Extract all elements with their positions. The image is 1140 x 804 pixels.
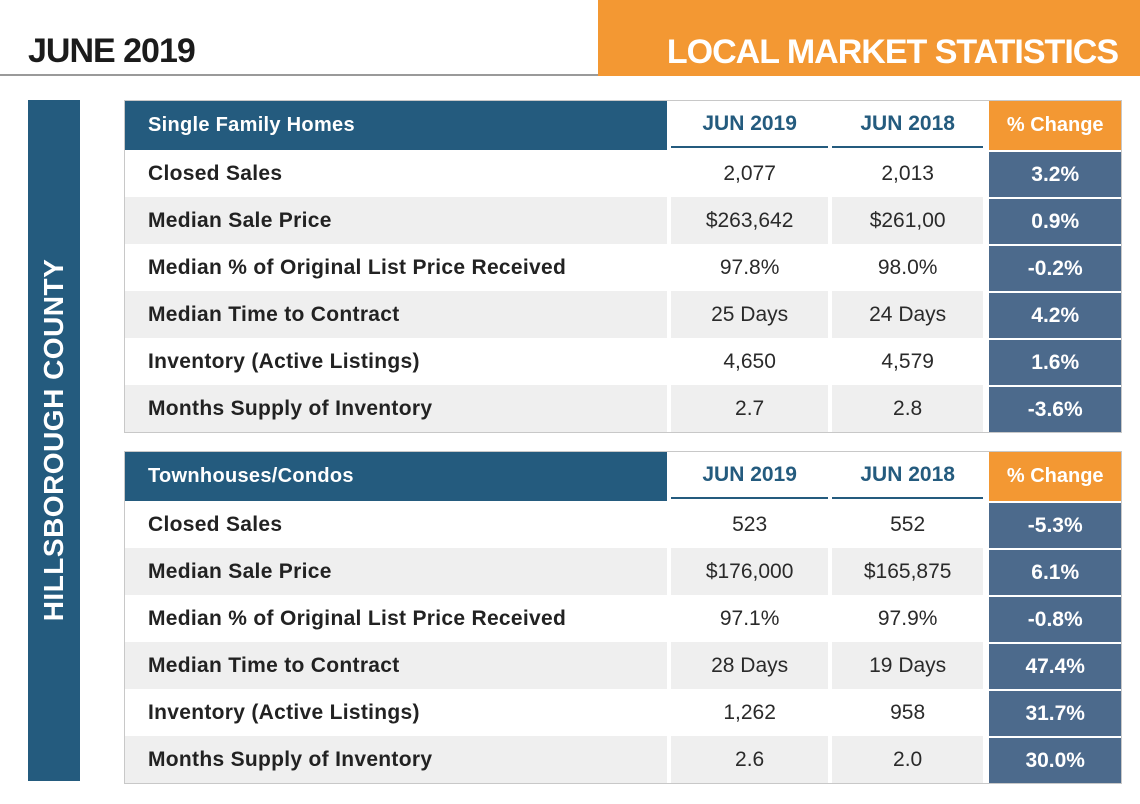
row-label: Closed Sales bbox=[148, 512, 283, 536]
table-row: Median % of Original List Price Received… bbox=[125, 595, 1122, 642]
change-value: 3.2% bbox=[989, 150, 1122, 197]
row-label: Median Time to Contract bbox=[125, 291, 668, 338]
current-value: 97.8% bbox=[719, 255, 780, 279]
table-row: Months Supply of Inventory 2.7 2.8 -3.6% bbox=[125, 385, 1122, 432]
single-family-table: Single Family Homes JUN 2019 JUN 2018 % … bbox=[124, 100, 1122, 433]
table-row: Median Sale Price $176,000 $165,875 6.1% bbox=[125, 548, 1122, 595]
prior-value: 958 bbox=[890, 700, 926, 724]
change-value: -0.2% bbox=[989, 244, 1122, 291]
table-row: Median % of Original List Price Received… bbox=[125, 244, 1122, 291]
row-label: Months Supply of Inventory bbox=[125, 385, 668, 432]
prior-value: 19 Days bbox=[831, 642, 984, 689]
prior-value: 24 Days bbox=[831, 291, 984, 338]
current-value: 1,262 bbox=[723, 700, 776, 724]
change-value: 47.4% bbox=[989, 642, 1122, 689]
page-title: JUNE 2019 bbox=[28, 32, 196, 70]
table-row: Closed Sales 523 552 -5.3% bbox=[125, 501, 1122, 548]
row-label: Median Sale Price bbox=[125, 197, 668, 244]
change-value: -5.3% bbox=[989, 501, 1122, 548]
row-label: Inventory (Active Listings) bbox=[148, 700, 420, 724]
prior-value: 2.0 bbox=[831, 736, 984, 783]
current-value: 25 Days bbox=[671, 291, 828, 338]
change-value: 30.0% bbox=[989, 736, 1122, 783]
table-row: Months Supply of Inventory 2.6 2.0 30.0% bbox=[125, 736, 1122, 783]
title-banner: LOCAL MARKET STATISTICS bbox=[598, 0, 1140, 76]
table-header-row: Single Family Homes JUN 2019 JUN 2018 % … bbox=[125, 101, 1122, 150]
county-label: HILLSBOROUGH COUNTY bbox=[38, 258, 69, 622]
table-title: Single Family Homes bbox=[125, 101, 668, 150]
row-label: Median Time to Contract bbox=[125, 642, 668, 689]
townhouse-condo-table: Townhouses/Condos JUN 2019 JUN 2018 % Ch… bbox=[124, 451, 1122, 784]
current-value: 28 Days bbox=[671, 642, 828, 689]
change-value: 6.1% bbox=[989, 548, 1122, 595]
column-header-current: JUN 2019 bbox=[671, 101, 828, 148]
table-row: Inventory (Active Listings) 4,650 4,579 … bbox=[125, 338, 1122, 385]
current-value: 97.1% bbox=[719, 606, 780, 630]
prior-value: 97.9% bbox=[877, 606, 938, 630]
prior-value: 4,579 bbox=[881, 349, 934, 373]
banner-title: LOCAL MARKET STATISTICS bbox=[666, 33, 1119, 71]
column-header-prior: JUN 2018 bbox=[831, 452, 984, 499]
prior-value: 98.0% bbox=[877, 255, 938, 279]
table-row: Median Sale Price $263,642 $261,00 0.9% bbox=[125, 197, 1122, 244]
header-divider bbox=[0, 74, 600, 76]
table-row: Median Time to Contract 28 Days 19 Days … bbox=[125, 642, 1122, 689]
column-header-prior: JUN 2018 bbox=[831, 101, 984, 148]
prior-value: 552 bbox=[890, 512, 926, 536]
current-value: $176,000 bbox=[671, 548, 828, 595]
column-header-change: % Change bbox=[989, 452, 1122, 501]
current-value: 2,077 bbox=[723, 161, 776, 185]
current-value: 2.7 bbox=[671, 385, 828, 432]
current-value: 4,650 bbox=[723, 349, 776, 373]
change-value: 1.6% bbox=[989, 338, 1122, 385]
row-label: Median Sale Price bbox=[125, 548, 668, 595]
row-label: Median % of Original List Price Received bbox=[148, 255, 567, 279]
table-header-row: Townhouses/Condos JUN 2019 JUN 2018 % Ch… bbox=[125, 452, 1122, 501]
table-title: Townhouses/Condos bbox=[125, 452, 668, 501]
change-value: 4.2% bbox=[989, 291, 1122, 338]
change-value: 31.7% bbox=[989, 689, 1122, 736]
column-header-current: JUN 2019 bbox=[671, 452, 828, 499]
row-label: Closed Sales bbox=[148, 161, 283, 185]
table-row: Median Time to Contract 25 Days 24 Days … bbox=[125, 291, 1122, 338]
change-value: 0.9% bbox=[989, 197, 1122, 244]
row-label: Median % of Original List Price Received bbox=[148, 606, 567, 630]
table-row: Closed Sales 2,077 2,013 3.2% bbox=[125, 150, 1122, 197]
change-value: -3.6% bbox=[989, 385, 1122, 432]
table-row: Inventory (Active Listings) 1,262 958 31… bbox=[125, 689, 1122, 736]
prior-value: 2.8 bbox=[831, 385, 984, 432]
prior-value: $165,875 bbox=[831, 548, 984, 595]
change-value: -0.8% bbox=[989, 595, 1122, 642]
prior-value: $261,00 bbox=[831, 197, 984, 244]
current-value: $263,642 bbox=[671, 197, 828, 244]
current-value: 523 bbox=[732, 512, 768, 536]
prior-value: 2,013 bbox=[881, 161, 934, 185]
row-label: Inventory (Active Listings) bbox=[148, 349, 420, 373]
county-sidebar bbox=[28, 100, 80, 781]
column-header-change: % Change bbox=[989, 101, 1122, 150]
row-label: Months Supply of Inventory bbox=[125, 736, 668, 783]
current-value: 2.6 bbox=[671, 736, 828, 783]
